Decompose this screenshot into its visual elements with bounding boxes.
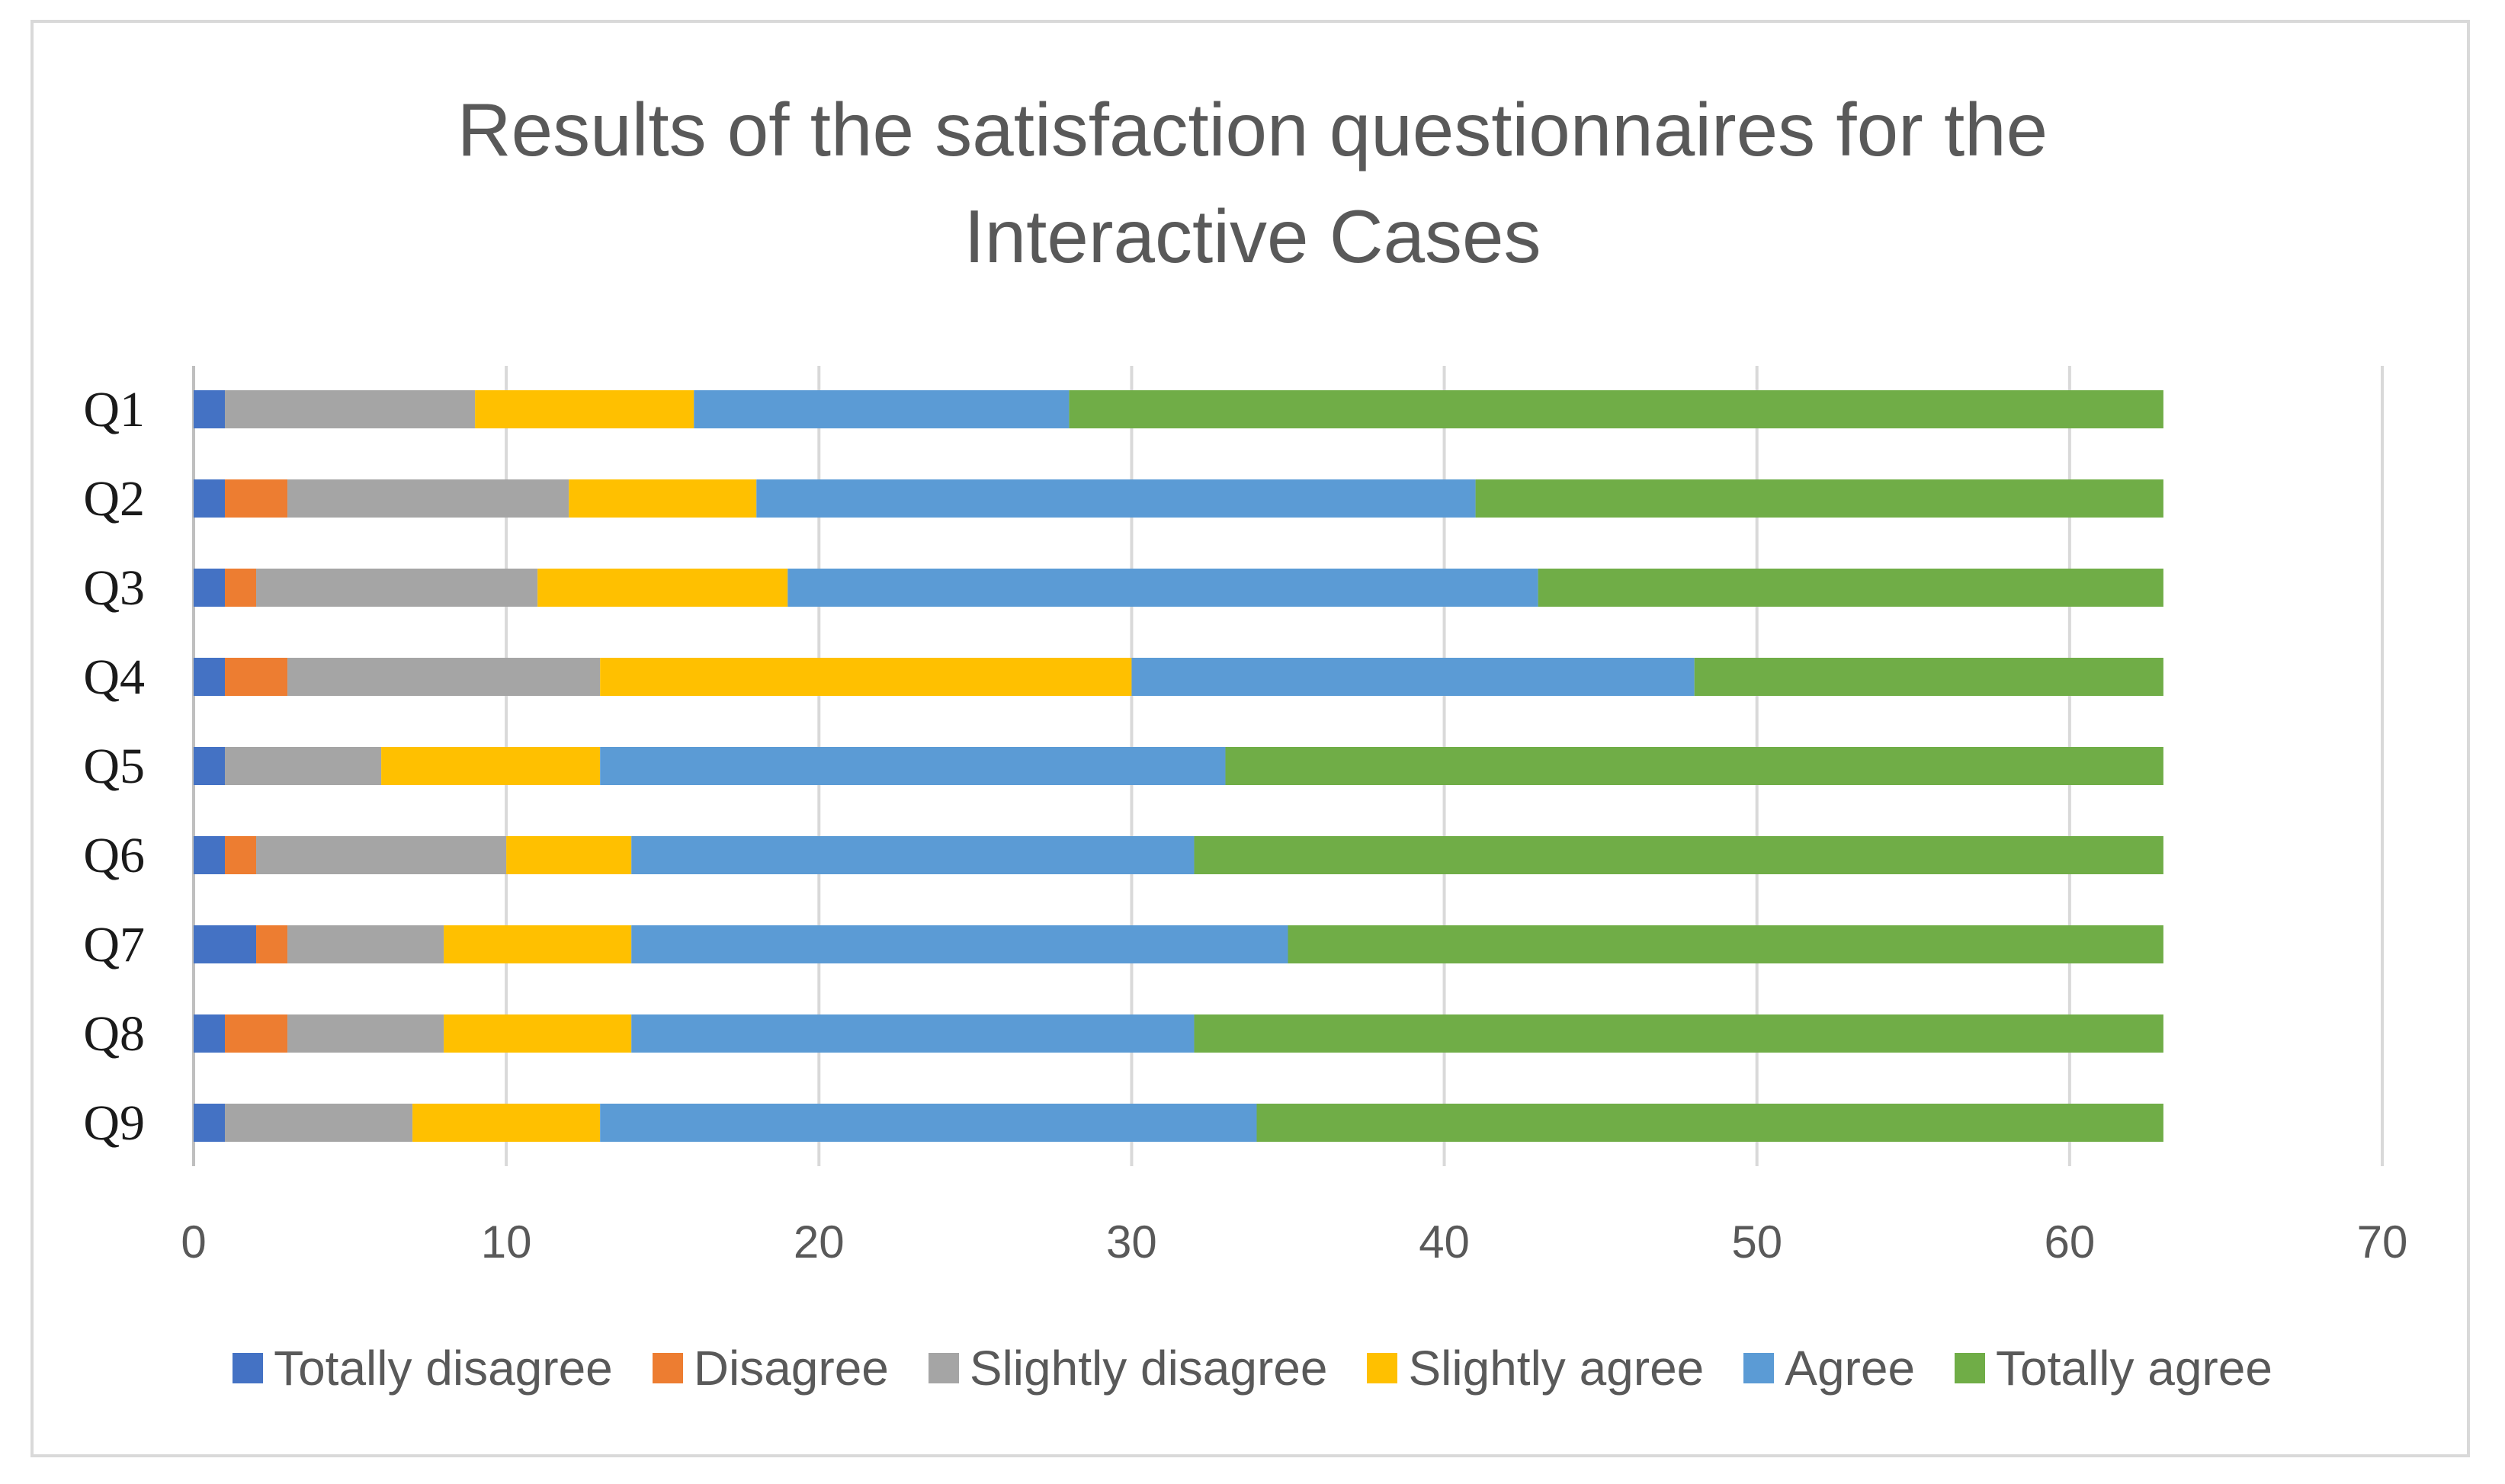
bar-segment [194,479,226,518]
legend-item: Totally disagree [233,1340,613,1396]
bar-segment [194,1104,226,1142]
bar-segment [194,836,226,874]
legend-item: Slightly disagree [928,1340,1328,1396]
bar-segment [412,1104,601,1142]
bar-segment [225,747,382,785]
y-tick-label: Q6 [83,828,145,883]
legend-label: Disagree [693,1341,889,1396]
bar-segment [225,1104,413,1142]
legend-swatch [1367,1353,1398,1383]
bar-segment [225,390,476,428]
bar-segment [1288,925,2163,963]
legend-swatch [233,1353,264,1383]
x-tick-label: 30 [1106,1216,1157,1268]
bar-segment [475,390,694,428]
legend-label: Slightly agree [1408,1341,1705,1396]
bar-segment [225,658,288,696]
bar-segment [194,658,226,696]
legend-label: Totally agree [1996,1341,2272,1396]
bar-segment [256,836,507,874]
legend-swatch [652,1353,683,1383]
x-tick-label: 40 [1419,1216,1470,1268]
chart-legend: Totally disagree Disagree Slightly disagre… [0,1330,2505,1406]
bar-segment [600,1104,1257,1142]
bar-segment [631,925,1288,963]
y-tick-label: Q9 [83,1095,145,1151]
legend-swatch [1743,1353,1775,1383]
bar-segment [225,479,288,518]
bar-segment [256,569,538,607]
chart-title-line-1: Results of the satisfaction questionnair… [457,88,2048,171]
bar-segment [756,479,1476,518]
bar-segment [1225,747,2163,785]
legend-item: Disagree [652,1340,889,1396]
legend-swatch [1955,1353,1986,1383]
legend-label: Totally disagree [274,1341,613,1396]
bar-segment [1069,390,2163,428]
bar-segment [225,569,257,607]
y-tick-label: Q7 [83,917,145,973]
bar-segment [194,747,226,785]
bar-segment [569,479,757,518]
bar-segment [631,836,1195,874]
bar-segment [256,925,288,963]
bar-segment [600,658,1132,696]
bar-segment [600,747,1226,785]
bar-segment [1256,1104,2163,1142]
bar-segment [287,479,569,518]
bar-segment [1538,569,2163,607]
legend-swatch [928,1353,959,1383]
bar-segment [194,390,226,428]
chart-frame [30,20,2470,1457]
bar-segment [1475,479,2163,518]
x-tick-label: 20 [794,1216,845,1268]
bar-segment [194,569,226,607]
bar-segment [194,1014,226,1053]
chart-title-line-2: Interactive Cases [964,194,1541,278]
bar-segment [1194,836,2163,874]
x-tick-label: 10 [481,1216,532,1268]
x-tick-label: 50 [1731,1216,1782,1268]
y-tick-label: Q1 [83,382,145,438]
bar-segment [1131,658,1695,696]
bar-segment [1194,1014,2163,1053]
legend-label: Agree [1785,1341,1916,1396]
x-tick-label: 0 [181,1216,206,1268]
y-tick-label: Q4 [83,649,145,705]
bar-segment [787,569,1538,607]
bar-segment [444,925,632,963]
bar-segment [225,836,257,874]
bar-segment [1694,658,2163,696]
bar-segment [694,390,1070,428]
legend-item: Totally agree [1955,1340,2272,1396]
bar-segment [537,569,788,607]
legend-label: Slightly disagree [969,1341,1328,1396]
y-tick-label: Q2 [83,471,145,527]
bar-segment [631,1014,1195,1053]
x-tick-label: 70 [2357,1216,2408,1268]
bar-segment [444,1014,632,1053]
y-tick-label: Q8 [83,1006,145,1062]
bar-segment [287,658,601,696]
legend-item: Agree [1743,1340,1915,1396]
bar-segment [506,836,632,874]
bar-segment [194,925,257,963]
y-tick-label: Q5 [83,739,145,794]
bar-segment [287,925,444,963]
bar-segment [225,1014,288,1053]
bar-segment [287,1014,444,1053]
x-tick-label: 60 [2044,1216,2095,1268]
y-tick-label: Q3 [83,560,145,616]
bar-segment [381,747,601,785]
legend-item: Slightly agree [1367,1340,1704,1396]
